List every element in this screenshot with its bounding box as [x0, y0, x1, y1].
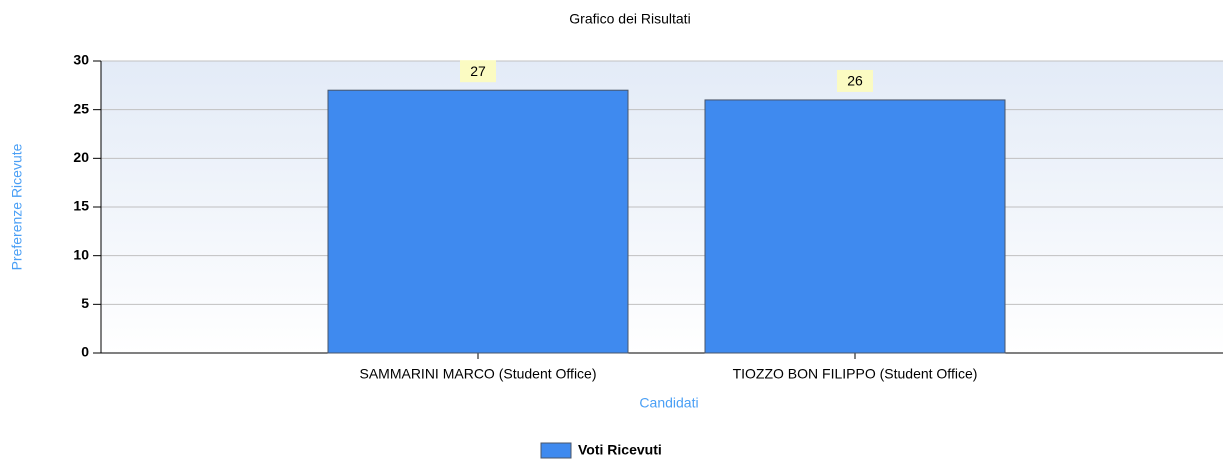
- legend-label: Voti Ricevuti: [578, 442, 662, 458]
- y-tick-label: 0: [81, 344, 89, 360]
- y-tick-label: 25: [73, 100, 89, 116]
- y-tick-label: 30: [73, 52, 89, 68]
- y-tick-label: 15: [73, 198, 89, 214]
- value-label-bg: [837, 69, 873, 92]
- x-tick-label: SAMMARINI MARCO (Student Office): [359, 366, 596, 382]
- y-tick-label: 20: [73, 149, 89, 165]
- x-axis-title: Candidati: [639, 395, 698, 411]
- legend-swatch: [540, 442, 572, 459]
- value-label: 27: [470, 63, 486, 79]
- bar: [704, 99, 1006, 354]
- y-tick-label: 10: [73, 246, 89, 262]
- value-label: 26: [847, 73, 863, 89]
- bar: [327, 89, 629, 354]
- x-tick-label: TIOZZO BON FILIPPO (Student Office): [733, 366, 978, 382]
- y-tick-label: 5: [81, 295, 89, 311]
- chart-title: Grafico dei Risultati: [569, 11, 690, 27]
- y-axis-title: Preferenze Ricevute: [9, 143, 25, 270]
- value-label-bg: [460, 60, 496, 83]
